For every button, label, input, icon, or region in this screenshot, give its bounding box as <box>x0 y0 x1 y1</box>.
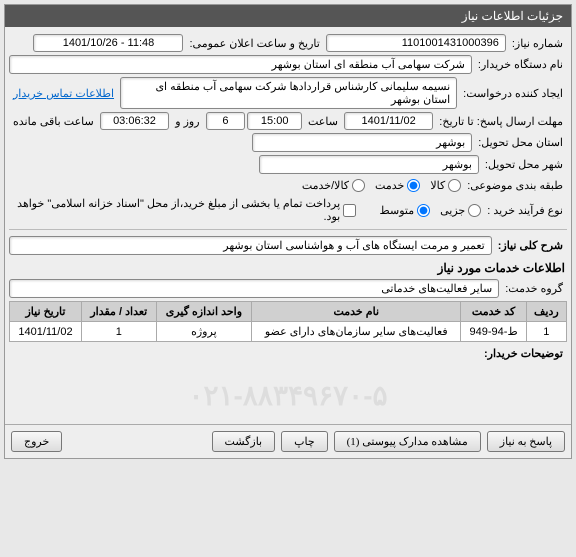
buyer-label: نام دستگاه خریدار: <box>474 56 567 73</box>
process-radio-group: جزیی متوسط <box>380 204 482 217</box>
td-4: 1 <box>81 322 156 342</box>
group-label: گروه خدمت: <box>501 280 567 297</box>
th-1: کد خدمت <box>461 302 526 322</box>
table-row: 1 ط-94-949 فعالیت‌های سایر سازمان‌های دا… <box>10 322 567 342</box>
category-radio-group: کالا خدمت کالا/خدمت <box>302 179 461 192</box>
radio-service[interactable]: خدمت <box>375 179 420 192</box>
back-button[interactable]: بازگشت <box>212 431 276 452</box>
province-label: استان محل تحویل: <box>474 134 567 151</box>
city-field: بوشهر <box>259 155 479 174</box>
radio-kala[interactable]: کالا <box>430 179 461 192</box>
panel-title: جزئیات اطلاعات نیاز <box>462 9 563 23</box>
radio-both[interactable]: کالا/خدمت <box>302 179 365 192</box>
row-process: نوع فرآیند خرید : جزیی متوسط پرداخت تمام… <box>9 197 567 223</box>
announce-field: 1401/10/26 - 11:48 <box>33 34 183 52</box>
exit-button[interactable]: خروج <box>11 431 62 452</box>
attachments-button[interactable]: مشاهده مدارک پیوستی (1) <box>334 431 481 452</box>
row-desc-title: شرح کلی نیاز: تعمیر و مرمت ایستگاه های آ… <box>9 236 567 255</box>
td-3: پروژه <box>156 322 251 342</box>
td-1: ط-94-949 <box>461 322 526 342</box>
radio-both-input[interactable] <box>352 179 365 192</box>
radio-small-label: جزیی <box>440 204 465 217</box>
row-group: گروه خدمت: سایر فعالیت‌های خدماتی <box>9 279 567 298</box>
td-0: 1 <box>526 322 566 342</box>
th-4: تعداد / مقدار <box>81 302 156 322</box>
services-section-title: اطلاعات خدمات مورد نیاز <box>11 261 565 275</box>
table-header-row: ردیف کد خدمت نام خدمت واحد اندازه گیری ت… <box>10 302 567 322</box>
button-bar: پاسخ به نیاز مشاهده مدارک پیوستی (1) چاپ… <box>5 424 571 458</box>
panel-header: جزئیات اطلاعات نیاز <box>5 5 571 27</box>
row-deadline: مهلت ارسال پاسخ: تا تاریخ: 1401/11/02 سا… <box>9 112 567 130</box>
radio-kala-input[interactable] <box>448 179 461 192</box>
radio-service-input[interactable] <box>407 179 420 192</box>
services-table: ردیف کد خدمت نام خدمت واحد اندازه گیری ت… <box>9 301 567 342</box>
category-label: طبقه بندی موضوعی: <box>463 177 567 194</box>
radio-medium-label: متوسط <box>380 204 415 217</box>
need-number-label: شماره نیاز: <box>508 35 567 52</box>
remaining-label: ساعت باقی مانده <box>9 113 98 130</box>
buyer-notes-label: توضیحات خریدار: <box>480 345 567 362</box>
payment-checkbox-item[interactable]: پرداخت تمام یا بخشی از مبلغ خرید،از محل … <box>9 197 356 223</box>
radio-both-label: کالا/خدمت <box>302 179 349 192</box>
row-need-number: شماره نیاز: 1101001431000396 تاریخ و ساع… <box>9 34 567 52</box>
row-city: شهر محل تحویل: بوشهر <box>9 155 567 174</box>
reply-button[interactable]: پاسخ به نیاز <box>487 431 565 452</box>
need-number-field: 1101001431000396 <box>326 34 506 52</box>
panel-body: شماره نیاز: 1101001431000396 تاریخ و ساع… <box>5 27 571 424</box>
city-label: شهر محل تحویل: <box>481 156 567 173</box>
th-5: تاریخ نیاز <box>10 302 82 322</box>
province-field: بوشهر <box>252 133 472 152</box>
deadline-date-field: 1401/11/02 <box>344 112 433 130</box>
deadline-time-field: 15:00 <box>247 112 302 130</box>
divider-1 <box>9 229 567 230</box>
remaining-time-field: 03:06:32 <box>100 112 170 130</box>
watermark-text: ۰۲۱-۸۸۳۴۹۶۷۰-۵ <box>9 365 567 420</box>
group-field: سایر فعالیت‌های خدماتی <box>9 279 499 298</box>
row-province: استان محل تحویل: بوشهر <box>9 133 567 152</box>
main-panel: جزئیات اطلاعات نیاز شماره نیاز: 11010014… <box>4 4 572 459</box>
buyer-field: شرکت سهامی آب منطقه ای استان بوشهر <box>9 55 472 74</box>
creator-label: ایجاد کننده درخواست: <box>459 85 567 102</box>
td-5: 1401/11/02 <box>10 322 82 342</box>
row-buyer-notes: توضیحات خریدار: <box>9 345 567 362</box>
radio-kala-label: کالا <box>430 179 445 192</box>
radio-medium-input[interactable] <box>417 204 430 217</box>
th-0: ردیف <box>526 302 566 322</box>
time-label-1: ساعت <box>304 113 342 130</box>
contact-link[interactable]: اطلاعات تماس خریدار <box>9 87 118 100</box>
row-buyer: نام دستگاه خریدار: شرکت سهامی آب منطقه ا… <box>9 55 567 74</box>
row-creator: ایجاد کننده درخواست: نسیمه سلیمانی کارشن… <box>9 77 567 109</box>
print-button[interactable]: چاپ <box>281 431 328 452</box>
days-label: روز و <box>171 113 203 130</box>
th-3: واحد اندازه گیری <box>156 302 251 322</box>
creator-field: نسیمه سلیمانی کارشناس قراردادها شرکت سها… <box>120 77 457 109</box>
row-category: طبقه بندی موضوعی: کالا خدمت کالا/خدمت <box>9 177 567 194</box>
radio-small-input[interactable] <box>468 204 481 217</box>
payment-checkbox-label: پرداخت تمام یا بخشی از مبلغ خرید،از محل … <box>9 197 340 223</box>
th-2: نام خدمت <box>252 302 461 322</box>
days-field: 6 <box>206 112 246 130</box>
desc-title-label: شرح کلی نیاز: <box>494 237 567 254</box>
payment-checkbox-input[interactable] <box>343 204 356 217</box>
process-label: نوع فرآیند خرید : <box>483 202 567 219</box>
radio-small[interactable]: جزیی <box>440 204 481 217</box>
radio-medium[interactable]: متوسط <box>380 204 431 217</box>
deadline-label: مهلت ارسال پاسخ: تا تاریخ: <box>435 113 567 130</box>
announce-label: تاریخ و ساعت اعلان عمومی: <box>185 35 323 52</box>
td-2: فعالیت‌های سایر سازمان‌های دارای عضو <box>252 322 461 342</box>
radio-service-label: خدمت <box>375 179 404 192</box>
desc-title-field: تعمیر و مرمت ایستگاه های آب و هواشناسی ا… <box>9 236 492 255</box>
